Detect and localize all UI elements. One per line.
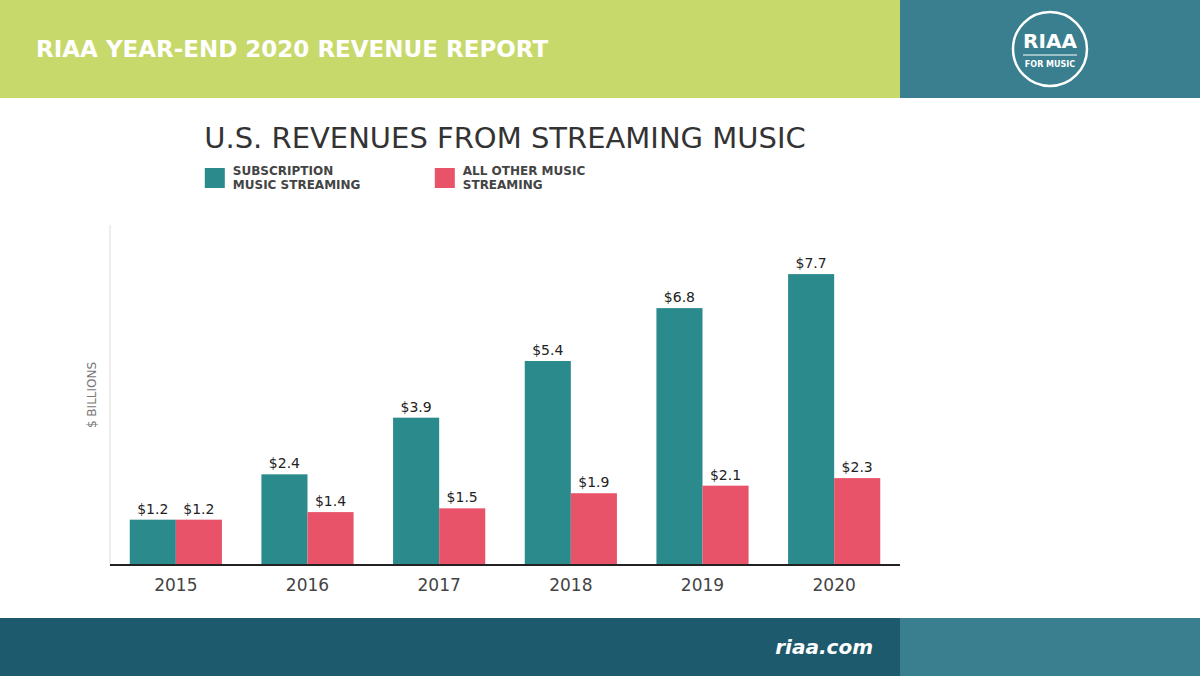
chart: RIAA YEAR-END 2020 REVENUE REPORT riaa.co… — [0, 0, 1200, 676]
data-label: $1.4 — [315, 493, 346, 509]
data-label: $2.4 — [269, 455, 300, 471]
bar — [788, 274, 834, 565]
legend-label: SUBSCRIPTIONMUSIC STREAMING — [233, 164, 361, 192]
data-label: $6.8 — [664, 289, 695, 305]
footer-side-band — [900, 618, 1200, 676]
header-band — [0, 0, 900, 98]
y-axis — [110, 225, 111, 565]
x-tick-label: 2017 — [418, 575, 461, 595]
legend-swatch — [205, 168, 225, 188]
bars — [130, 274, 881, 565]
data-label: $2.3 — [842, 459, 873, 475]
footer-band — [0, 618, 900, 676]
bar — [439, 508, 485, 565]
bar — [308, 512, 354, 565]
x-axis — [110, 564, 900, 566]
legend-swatch — [435, 168, 455, 188]
data-label: $1.5 — [447, 489, 478, 505]
bar — [571, 493, 617, 565]
chart-title: U.S. REVENUES FROM STREAMING MUSIC — [204, 121, 806, 155]
x-tick-label: 2019 — [681, 575, 724, 595]
bar — [834, 478, 880, 565]
data-label: $1.2 — [183, 501, 214, 517]
x-tick-label: 2018 — [549, 575, 592, 595]
bar — [656, 308, 702, 565]
logo-rule — [1023, 54, 1077, 55]
bar — [703, 486, 749, 565]
bar — [130, 520, 176, 565]
background — [0, 0, 1200, 676]
logo-text: RIAA — [1023, 29, 1077, 53]
logo-circle — [1013, 12, 1087, 86]
x-tick-label: 2016 — [286, 575, 329, 595]
x-tick-label: 2015 — [154, 575, 197, 595]
legend-label: ALL OTHER MUSICSTREAMING — [463, 164, 586, 192]
bar — [525, 361, 571, 565]
data-labels: $1.2 $2.4 $3.9 $5.4 $6.8 $7.7 $1.2 $1.4 $1.5 $1.9… — [137, 255, 873, 517]
legend: SUBSCRIPTIONMUSIC STREAMING ALL OTHER MUS… — [205, 164, 586, 192]
footer-text: riaa.com — [775, 635, 873, 659]
bar — [176, 520, 222, 565]
y-axis-label: $ BILLIONS — [85, 362, 99, 428]
x-tick-label: 2020 — [813, 575, 856, 595]
data-label: $7.7 — [796, 255, 827, 271]
data-label: $2.1 — [710, 467, 741, 483]
data-label: $1.2 — [137, 501, 168, 517]
header-text: RIAA YEAR-END 2020 REVENUE REPORT — [36, 36, 548, 62]
data-label: $1.9 — [578, 474, 609, 490]
data-label: $3.9 — [401, 399, 432, 415]
bar — [261, 474, 307, 565]
logo-band — [900, 0, 1200, 98]
logo-subtext: FOR MUSIC — [1025, 60, 1075, 69]
bar — [393, 418, 439, 565]
data-label: $5.4 — [532, 342, 563, 358]
